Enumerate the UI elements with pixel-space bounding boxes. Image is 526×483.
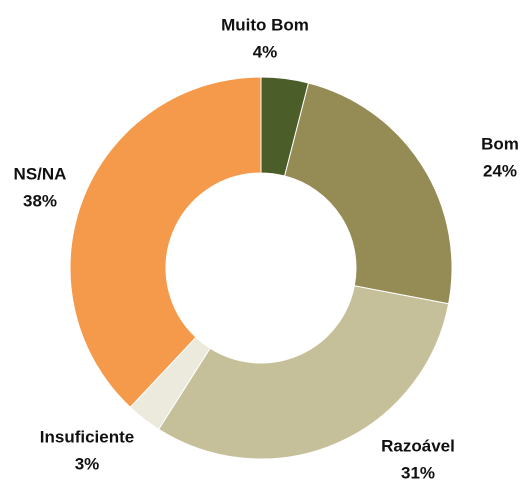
slice: [157, 285, 450, 460]
slice: [284, 82, 453, 305]
slice-label: Bom: [481, 134, 519, 153]
slice-label: Muito Bom: [221, 15, 309, 34]
slice-value: 31%: [401, 463, 435, 482]
slice-label: Insuficiente: [40, 427, 134, 446]
slice-value: 4%: [253, 42, 278, 61]
slice-value: 24%: [483, 161, 517, 180]
slice: [69, 76, 262, 408]
slice-value: 38%: [23, 191, 57, 210]
slice-label: Razoável: [381, 436, 455, 455]
slice-value: 3%: [75, 454, 100, 473]
slice-label: NS/NA: [14, 164, 67, 183]
